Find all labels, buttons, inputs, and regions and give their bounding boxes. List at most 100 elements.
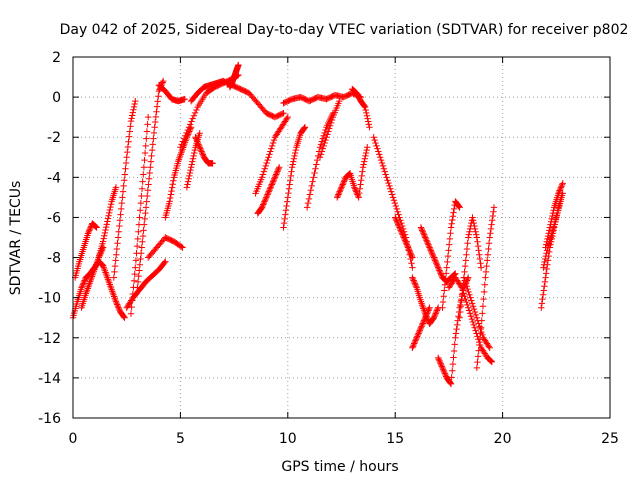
data-point-s32-3-1 — [465, 307, 473, 314]
data-point-s22-6-4 — [362, 152, 369, 160]
data-point-s22-0-4 — [336, 188, 343, 195]
data-point-s26-3-3 — [406, 248, 414, 256]
data-point-s34-0 — [473, 364, 481, 372]
data-point-s7-2-3 — [144, 187, 152, 194]
data-point-s32-6-6 — [488, 358, 495, 365]
data-point-s29-3-3 — [423, 310, 431, 317]
axis-ticks: 0 5 10 15 20 25 -16 -14 -12 -10 -8 -6 -4 -2 0 2 — [38, 50, 619, 447]
data-point-s5-1-3 — [116, 217, 124, 224]
data-point-s5-5 — [132, 97, 139, 105]
data-point-s5-0-2 — [111, 262, 119, 270]
data-point-s25-0-6 — [376, 151, 383, 158]
data-point-s32-2-4 — [462, 295, 469, 303]
data-point-s4-2-5 — [107, 203, 114, 211]
data-point-s31-4-2 — [453, 325, 460, 333]
data-point-s18-1-3 — [260, 199, 268, 207]
data-point-s18-3-6 — [271, 175, 278, 182]
data-point-s34-2-2 — [483, 262, 490, 270]
data-point-s5-0-6 — [114, 240, 121, 247]
data-point-s2-3-2 — [86, 227, 93, 234]
data-point-s24-0-5 — [321, 139, 328, 147]
y-tick-label--2: -2 — [47, 130, 61, 146]
data-point-s36-1-4 — [544, 257, 552, 264]
data-point-s22-6 — [359, 164, 367, 171]
data-point-s26-3-5 — [407, 251, 415, 258]
data-point-s22-4-2 — [352, 187, 359, 194]
data-point-s27-5-4 — [433, 308, 440, 316]
data-point-s9-4 — [179, 244, 186, 251]
data-points — [69, 61, 566, 388]
data-point-s4-1 — [99, 238, 107, 245]
data-point-s38-3-6 — [558, 181, 566, 188]
data-point-s5-2-3 — [121, 176, 128, 184]
data-point-s31-0-3 — [436, 358, 444, 366]
data-point-s5-0-3 — [112, 257, 119, 264]
data-point-s29-2 — [417, 324, 425, 331]
data-point-s4-1-5 — [102, 223, 110, 231]
data-point-s38-0-6 — [546, 227, 553, 234]
data-point-s34-3-3 — [488, 221, 495, 228]
data-point-s11-1-2 — [167, 191, 175, 198]
data-point-s17-2-6 — [270, 136, 278, 144]
data-point-s27-0-6 — [412, 283, 420, 290]
data-point-s18-1-6 — [262, 195, 269, 203]
data-point-s27-5-6 — [434, 305, 441, 313]
data-point-s15-1-2 — [197, 146, 205, 154]
data-point-s8-1 — [132, 264, 139, 271]
data-point-s26-2-1 — [401, 235, 408, 243]
data-point-s20-2 — [288, 164, 296, 171]
data-point-s2-4-6 — [92, 223, 100, 231]
data-point-s28-4-5 — [438, 271, 445, 278]
data-point-s22-2-6 — [346, 170, 353, 178]
data-point-s30-3-6 — [455, 203, 463, 210]
data-point-s24-0 — [316, 154, 324, 161]
data-point-s29-1-3 — [415, 330, 422, 337]
data-point-s28-0-2 — [419, 227, 426, 234]
data-point-s24-0-3 — [319, 145, 326, 152]
data-point-s25-1-3 — [379, 162, 387, 170]
data-point-s5-3 — [123, 154, 130, 161]
data-point-s7-3-4 — [149, 141, 156, 148]
data-point-s25-0 — [370, 134, 377, 141]
data-point-s18-1-4 — [261, 198, 268, 205]
data-point-s15-1-1 — [197, 145, 204, 152]
data-point-s33-5 — [477, 264, 485, 271]
data-point-s25-2-5 — [388, 188, 395, 195]
data-point-s28-1-2 — [423, 237, 430, 244]
data-point-s16-0-6 — [187, 166, 194, 174]
data-point-s31-3-2 — [449, 367, 456, 374]
data-point-s1-10-4 — [115, 304, 122, 311]
data-point-s38-0-3 — [544, 235, 551, 243]
data-point-s33-1-2 — [461, 262, 469, 270]
data-point-s26-0-6 — [395, 222, 403, 230]
data-point-s31-3-5 — [450, 347, 458, 355]
data-point-s25-6 — [409, 264, 416, 271]
data-point-s2-5 — [93, 224, 100, 231]
data-point-s26-0-5 — [395, 221, 402, 228]
data-point-s36-1-2 — [543, 265, 550, 273]
data-point-s35-0-1 — [461, 277, 469, 284]
data-point-s1-12 — [121, 314, 128, 321]
data-point-s7-0-2 — [135, 272, 142, 280]
x-tick-label-0: 0 — [69, 431, 78, 447]
data-point-s8-0 — [127, 310, 135, 317]
data-point-s22-0-1 — [334, 192, 342, 200]
data-point-s16-0-4 — [186, 172, 193, 180]
data-point-s34-0-1 — [474, 358, 481, 366]
data-point-s26-2-3 — [402, 238, 409, 245]
data-point-s33-4-1 — [474, 238, 481, 245]
data-point-s1-2-4 — [80, 278, 88, 286]
data-point-s24-1-4 — [326, 122, 334, 129]
data-point-s29-1-5 — [416, 327, 423, 334]
data-point-s7-3-5 — [150, 135, 157, 142]
data-point-s30-2-5 — [450, 205, 458, 213]
y-tick-label--6: -6 — [47, 210, 61, 226]
data-point-s24-0-2 — [318, 148, 326, 155]
data-point-s35-0 — [460, 274, 468, 281]
data-point-s12-1 — [185, 123, 193, 131]
data-point-s4-4 — [112, 184, 120, 191]
data-point-s27-0-2 — [410, 277, 417, 284]
data-point-s28-2-5 — [429, 251, 436, 258]
data-point-s2-3-4 — [87, 224, 94, 231]
data-point-s7-3-6 — [150, 129, 158, 137]
